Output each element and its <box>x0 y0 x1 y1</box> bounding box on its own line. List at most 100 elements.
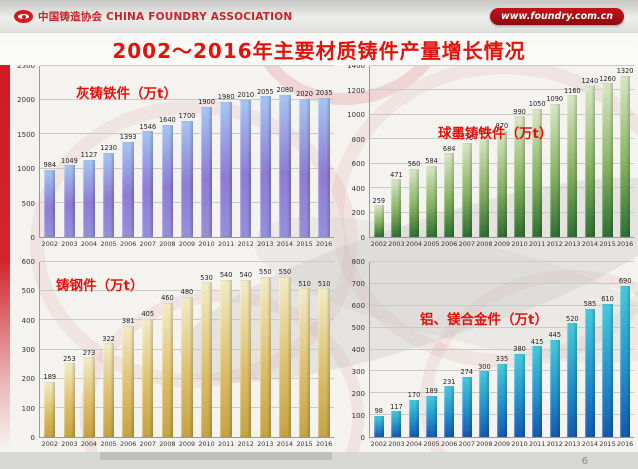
bar-slot: 415 2011 <box>528 262 546 447</box>
bar <box>479 136 490 237</box>
bar <box>220 279 232 437</box>
bar <box>584 85 596 237</box>
bar-value-label: 684 <box>442 144 456 153</box>
x-axis-label: 2007 <box>139 439 156 448</box>
plot-area: 984 2002 1049 2003 1127 2004 1230 2005 1393 2006 1… <box>39 65 334 247</box>
x-axis-label: 2013 <box>564 239 581 248</box>
bar-value-label: 870 <box>495 122 509 131</box>
x-axis-label: 2007 <box>139 239 156 248</box>
bar <box>532 108 543 237</box>
bar-value-label: 820 <box>478 128 491 137</box>
bar-value-label: 117 <box>390 402 403 411</box>
bar-slot: 1049 2003 <box>60 66 80 247</box>
bar <box>181 120 193 237</box>
bar-value-label: 189 <box>43 373 57 382</box>
bar <box>161 302 174 437</box>
bar-slot: 1980 2011 <box>216 66 236 247</box>
bar-slot: 510 2016 <box>314 262 334 447</box>
x-axis-label: 2013 <box>257 439 274 448</box>
bar-slot: 460 2008 <box>158 262 178 447</box>
bar-slot: 1240 2014 <box>581 66 599 247</box>
bar-slot: 322 2005 <box>99 262 119 447</box>
bar <box>567 95 578 237</box>
x-axis-label: 2006 <box>120 439 137 448</box>
bar-slot: 990 2010 <box>511 66 529 247</box>
bar-value-label: 550 <box>278 268 292 276</box>
bar-slot: 584 2005 <box>423 66 441 247</box>
bar <box>142 131 154 237</box>
bar-slot: 480 2009 <box>177 262 197 447</box>
bar <box>444 386 455 437</box>
bar <box>318 288 330 437</box>
bar-slot: 1090 2012 <box>546 66 564 247</box>
x-axis-label: 2015 <box>296 239 313 248</box>
bar <box>620 75 631 237</box>
bar <box>102 152 115 237</box>
x-axis-label: 2003 <box>388 439 405 448</box>
x-axis-label: 2002 <box>41 439 58 448</box>
plot-area: 98 2002 117 2003 170 2004 189 2005 231 2006 274 200… <box>369 261 634 447</box>
chart-steel-castings: 铸钢件（万t） 600 500 400 300 200 100 0 189 2002 253 20… <box>12 259 334 450</box>
bar <box>279 276 291 437</box>
x-axis-label: 2016 <box>616 439 634 448</box>
bar-value-label: 510 <box>298 279 311 288</box>
bar-value-label: 480 <box>180 288 194 297</box>
bar-slot: 1320 2016 <box>616 66 634 247</box>
bar-slot: 770 2007 <box>458 66 476 247</box>
chart-title: 铸钢件（万t） <box>56 278 144 294</box>
bar-slot: 98 2002 <box>370 262 388 447</box>
bar-value-label: 1640 <box>158 116 176 125</box>
y-axis: 1400 1200 1000 800 600 400 200 0 <box>347 62 365 242</box>
bar <box>408 399 420 437</box>
cfa-logo-icon <box>14 10 33 23</box>
bar <box>200 107 213 237</box>
gridline <box>370 326 634 328</box>
website-badge[interactable]: www.foundry.com.cn <box>490 8 624 25</box>
bar-value-label: 1546 <box>139 122 157 131</box>
x-axis-label: 2012 <box>546 439 563 448</box>
bar-value-label: 2010 <box>237 90 255 99</box>
bar <box>318 97 330 237</box>
bar-slot: 445 2012 <box>546 262 564 447</box>
bar-slot: 380 2010 <box>511 262 529 447</box>
bar-value-label: 610 <box>601 294 614 303</box>
bar-value-label: 584 <box>425 157 438 166</box>
x-axis-label: 2002 <box>370 439 387 448</box>
bar-slot: 189 2002 <box>40 262 60 447</box>
logo-group: 中国铸造协会 CHINA FOUNDRY ASSOCIATION <box>14 9 292 24</box>
x-axis-label: 2005 <box>100 239 117 248</box>
bar-value-label: 1160 <box>563 86 581 95</box>
gridline <box>40 99 334 101</box>
bar <box>373 205 384 237</box>
y-axis: 2500 2000 1500 1000 500 0 <box>17 62 35 242</box>
bar <box>620 286 631 437</box>
gridline <box>370 113 634 115</box>
x-axis-label: 2009 <box>178 239 196 248</box>
bar <box>200 282 213 437</box>
bar-slot: 1393 2006 <box>118 66 138 247</box>
x-axis-label: 2009 <box>493 439 511 448</box>
bar-value-label: 770 <box>460 134 474 143</box>
bar-slot: 540 2011 <box>216 262 236 447</box>
plot-area: 259 2002 471 2003 560 2004 584 2005 684 2006 770 20… <box>369 65 634 247</box>
bar <box>391 179 402 237</box>
bar <box>391 411 402 437</box>
x-axis-label: 2006 <box>441 239 458 248</box>
bottom-band-shadow <box>100 452 332 460</box>
bar-value-label: 415 <box>530 337 544 346</box>
bar-slot: 870 2009 <box>493 66 511 247</box>
bar-slot: 381 2006 <box>118 262 138 447</box>
gridline <box>40 261 334 262</box>
bar-value-label: 300 <box>478 362 491 371</box>
plot-area: 189 2002 253 2003 273 2004 322 2005 381 2006 405 20… <box>39 261 334 447</box>
bar-value-label: 460 <box>161 294 174 303</box>
bar <box>44 169 56 237</box>
bar-value-label: 990 <box>513 107 526 116</box>
x-axis-label: 2005 <box>423 439 440 448</box>
bar <box>259 96 271 237</box>
x-axis-label: 2011 <box>529 239 546 248</box>
bar <box>426 165 437 237</box>
bar <box>63 363 76 437</box>
x-axis-label: 2002 <box>370 239 387 248</box>
bar <box>496 363 508 437</box>
